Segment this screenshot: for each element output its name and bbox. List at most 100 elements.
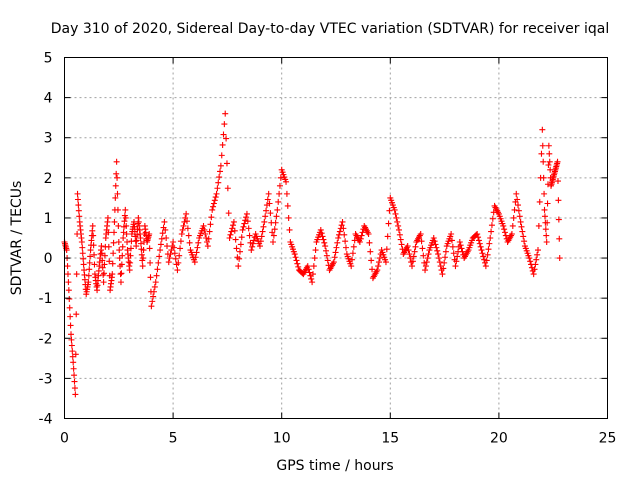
data-point — [488, 228, 495, 235]
data-point — [225, 210, 232, 217]
data-point — [487, 235, 494, 241]
data-point — [105, 229, 112, 236]
data-point — [516, 213, 523, 220]
data-point — [274, 206, 281, 213]
data-point — [245, 225, 252, 232]
data-point — [231, 227, 238, 234]
data-point — [501, 226, 508, 233]
data-point — [293, 257, 300, 264]
data-point — [111, 218, 118, 225]
data-point — [180, 222, 187, 229]
data-point — [348, 263, 355, 270]
data-point — [223, 160, 230, 167]
data-point — [133, 243, 140, 250]
data-point — [65, 287, 72, 294]
x-tick-labels: 0 5 10 15 20 25 — [60, 431, 616, 447]
data-point — [479, 250, 486, 257]
data-point — [163, 235, 170, 241]
data-point — [482, 263, 489, 270]
data-point — [478, 247, 485, 254]
data-point — [80, 261, 87, 268]
data-point — [338, 222, 345, 229]
data-point — [170, 239, 177, 246]
data-point — [321, 239, 328, 246]
data-point — [286, 226, 293, 233]
data-point — [154, 266, 161, 273]
data-point — [500, 222, 507, 229]
data-point — [533, 256, 540, 263]
data-point — [176, 252, 183, 259]
data-point — [511, 206, 518, 213]
data-point — [556, 255, 563, 262]
data-point — [459, 248, 466, 255]
data-point — [149, 298, 156, 305]
data-point — [256, 243, 263, 250]
data-point — [152, 279, 159, 286]
data-point — [112, 194, 119, 201]
chart-title: Day 310 of 2020, Sidereal Day-to-day VTE… — [51, 21, 609, 37]
data-point — [106, 258, 113, 265]
data-point — [68, 331, 75, 338]
data-point — [114, 174, 121, 181]
data-point — [69, 353, 76, 360]
data-point — [312, 247, 319, 254]
y-tick-label: -1 — [39, 291, 53, 307]
data-point — [243, 214, 250, 221]
data-point — [308, 275, 315, 282]
data-point — [265, 190, 272, 197]
data-point — [240, 223, 247, 230]
data-point — [322, 243, 329, 250]
data-point — [375, 263, 382, 270]
data-point — [441, 259, 448, 266]
x-tick-label: 15 — [381, 431, 399, 447]
data-point — [323, 252, 330, 259]
data-point — [210, 200, 217, 207]
data-point — [217, 162, 224, 169]
data-point — [119, 252, 126, 259]
data-point — [241, 220, 248, 227]
data-point — [309, 279, 316, 286]
data-point — [333, 244, 340, 251]
data-point — [510, 214, 517, 221]
data-point — [110, 250, 117, 257]
y-tick-label: 1 — [44, 211, 53, 227]
data-point — [275, 198, 282, 205]
data-point — [422, 267, 429, 274]
data-point — [392, 210, 399, 217]
data-point — [539, 142, 546, 149]
data-point — [195, 239, 202, 246]
data-point — [420, 252, 427, 259]
data-point — [220, 131, 227, 138]
data-point — [146, 230, 153, 237]
data-point — [233, 245, 240, 252]
data-point — [66, 304, 73, 311]
data-point — [534, 247, 541, 254]
data-point — [162, 226, 169, 233]
data-point — [86, 266, 93, 273]
y-tick-labels: -4 -3 -2 -1 0 1 2 3 4 5 — [39, 51, 53, 428]
data-point — [419, 245, 426, 252]
data-point — [546, 158, 553, 165]
data-point — [243, 210, 250, 217]
data-point — [283, 190, 290, 197]
data-point — [409, 263, 416, 270]
data-point — [185, 232, 192, 239]
data-point — [200, 222, 207, 229]
data-point — [442, 254, 449, 261]
data-point — [109, 260, 116, 267]
data-point — [385, 220, 392, 227]
data-point — [365, 230, 372, 237]
data-point — [543, 239, 550, 246]
data-point — [555, 216, 562, 223]
data-point — [113, 170, 120, 177]
data-point — [359, 229, 366, 236]
data-point — [150, 288, 157, 295]
data-point — [228, 228, 235, 235]
data-point — [235, 263, 242, 270]
data-point — [395, 222, 402, 229]
data-point — [440, 265, 447, 272]
data-point — [323, 247, 330, 254]
data-point — [270, 232, 277, 239]
data-point — [205, 235, 212, 242]
data-point — [541, 206, 548, 213]
